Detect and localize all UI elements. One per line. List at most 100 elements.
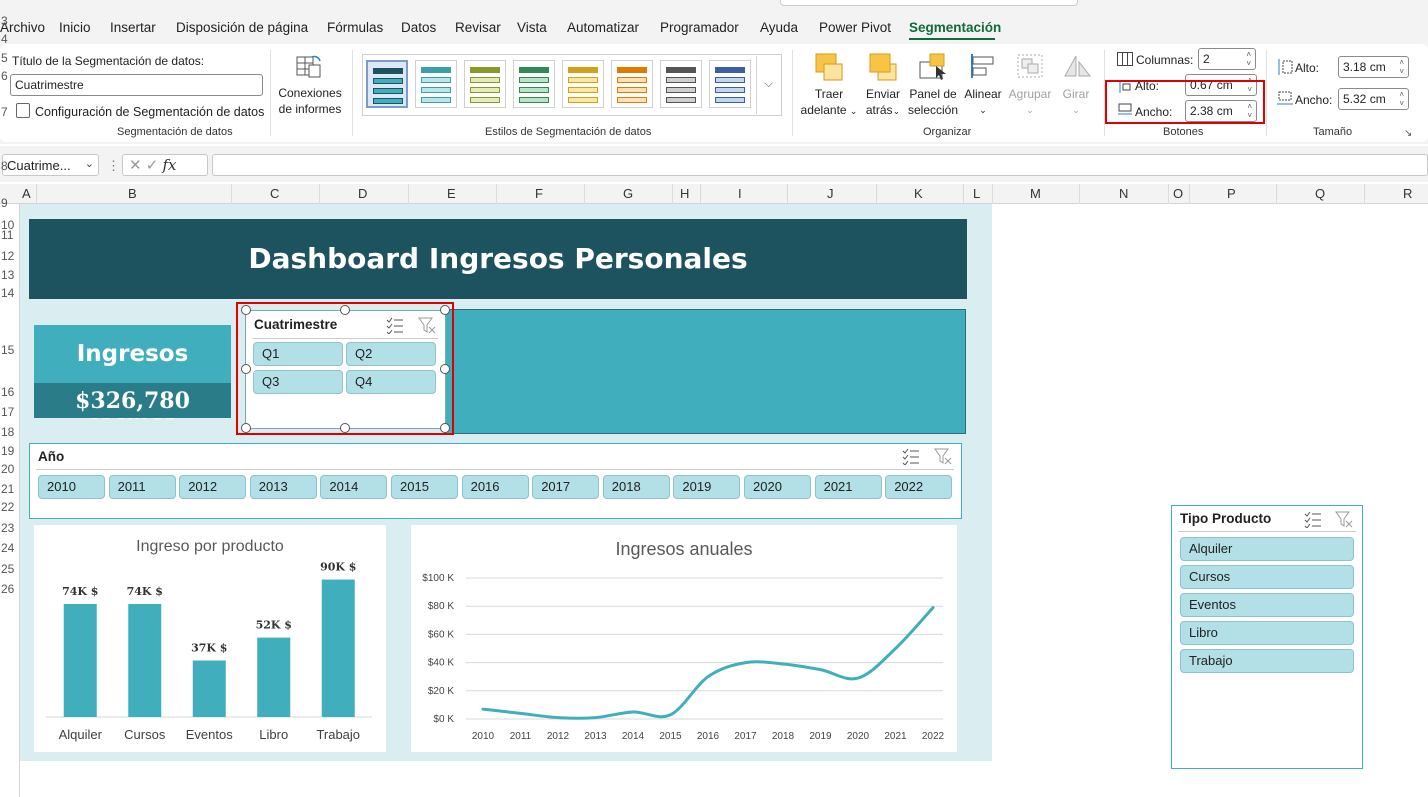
column-header[interactable]: J	[827, 186, 834, 201]
row-header[interactable]: 15	[1, 343, 15, 357]
slicer-item-year[interactable]: 2014	[320, 475, 388, 499]
slicer-item-product[interactable]: Alquiler	[1180, 537, 1354, 561]
slicer-item-year[interactable]: 2012	[179, 475, 247, 499]
slicer-style-thumbnail[interactable]	[366, 60, 408, 108]
column-header[interactable]: G	[623, 186, 634, 201]
row-header[interactable]: 22	[1, 500, 15, 514]
slicer-item-year[interactable]: 2017	[532, 475, 600, 499]
resize-handle[interactable]	[440, 364, 450, 374]
resize-handle[interactable]	[241, 364, 251, 374]
slicer-item-year[interactable]: 2019	[673, 475, 741, 499]
rotate-button[interactable]: Girar ⌄	[1056, 86, 1096, 118]
slicer-style-thumbnail[interactable]	[660, 60, 702, 108]
dialog-launcher-icon[interactable]: ↘	[1404, 128, 1413, 139]
slicer-item-product[interactable]: Trabajo	[1180, 649, 1354, 673]
column-header[interactable]: R	[1403, 186, 1413, 201]
slicer-item-product[interactable]: Cursos	[1180, 565, 1354, 589]
row-header[interactable]: 7	[1, 105, 8, 119]
menu-formulas[interactable]: Fórmulas	[327, 20, 384, 35]
row-header[interactable]: 18	[1, 425, 15, 439]
slicer-ano[interactable]: Año 2010 2011 2012 2013 2014 2015 2016 2017 2018…	[29, 443, 962, 519]
spinner-icon[interactable]: ˄ ˅	[1246, 50, 1251, 68]
row-header[interactable]: 20	[1, 462, 15, 476]
slicer-style-thumbnail[interactable]	[415, 60, 457, 108]
slicer-style-thumbnail[interactable]	[709, 60, 751, 108]
slicer-style-thumbnail[interactable]	[611, 60, 653, 108]
multi-select-icon[interactable]	[1304, 510, 1322, 529]
slicer-settings-button[interactable]: Configuración de Segmentación de datos	[35, 105, 265, 119]
menu-segmentacion[interactable]: Segmentación	[909, 20, 1002, 35]
slicer-item-product[interactable]: Libro	[1180, 621, 1354, 645]
row-header[interactable]: 10	[1, 218, 15, 232]
slicer-item-q4[interactable]: Q4	[346, 370, 436, 394]
column-header[interactable]: B	[128, 186, 137, 201]
column-header[interactable]: H	[680, 186, 690, 201]
slicer-item-year[interactable]: 2016	[461, 475, 529, 499]
more-options-icon[interactable]: ⋮	[107, 158, 120, 173]
menu-inicio[interactable]: Inicio	[59, 20, 91, 35]
row-header[interactable]: 16	[1, 385, 15, 399]
group-button[interactable]: Agrupar ⌄	[1005, 86, 1055, 118]
formula-input[interactable]	[212, 154, 1428, 176]
slicer-style-thumbnail[interactable]	[464, 60, 506, 108]
row-header[interactable]: 8	[1, 159, 8, 173]
column-header[interactable]: O	[1173, 186, 1184, 201]
row-header[interactable]: 9	[1, 196, 8, 210]
row-header[interactable]: 12	[1, 249, 15, 263]
spinner-icon[interactable]: ˄ ˅	[1247, 102, 1252, 120]
name-box[interactable]: Cuatrime... ⌄	[2, 154, 99, 176]
row-header[interactable]: 4	[1, 32, 8, 46]
row-header[interactable]: 25	[1, 562, 15, 576]
slicer-item-year[interactable]: 2021	[814, 475, 882, 499]
row-header[interactable]: 11	[1, 228, 14, 242]
menu-power-pivot[interactable]: Power Pivot	[819, 20, 892, 35]
column-header[interactable]: P	[1227, 186, 1236, 201]
selection-pane-button[interactable]: Panel de selección	[904, 86, 962, 118]
slicer-item-year[interactable]: 2020	[744, 475, 811, 499]
column-header[interactable]: K	[914, 186, 923, 201]
column-header[interactable]: D	[358, 186, 368, 201]
multi-select-icon[interactable]	[902, 447, 920, 466]
align-button[interactable]: Alinear ⌄	[961, 86, 1005, 118]
chevron-down-icon[interactable]: ⌄	[84, 158, 94, 170]
slicer-item-year[interactable]: 2013	[249, 475, 317, 499]
row-header[interactable]: 6	[1, 69, 8, 83]
row-header[interactable]: 13	[1, 268, 15, 282]
column-header[interactable]: L	[973, 186, 981, 201]
row-header[interactable]: 23	[1, 521, 15, 535]
row-header[interactable]: 26	[1, 582, 15, 596]
slicer-item-year[interactable]: 2010	[38, 475, 105, 499]
columns-input[interactable]: 2 ˄ ˅	[1198, 48, 1256, 70]
row-header[interactable]: 24	[1, 541, 15, 555]
report-connections-button[interactable]: Conexiones de informes	[278, 85, 342, 117]
column-header[interactable]: I	[738, 186, 742, 201]
slicer-tipo-producto[interactable]: Tipo Producto Alquiler Cursos Eventos Libro…	[1171, 505, 1363, 769]
fx-icon[interactable]: fx	[162, 156, 177, 174]
menu-disposicion[interactable]: Disposición de página	[176, 20, 309, 35]
menu-insertar[interactable]: Insertar	[110, 20, 156, 35]
shape-width-input[interactable]: 5.32 cm ˄ ˅	[1338, 88, 1409, 110]
row-header[interactable]: 14	[1, 286, 15, 300]
resize-handle[interactable]	[440, 305, 450, 315]
slicer-item-year[interactable]: 2022	[885, 475, 953, 499]
clear-filter-icon[interactable]	[418, 316, 436, 334]
resize-handle[interactable]	[440, 423, 450, 433]
send-backward-button[interactable]: Enviar atrás⌄	[860, 86, 906, 119]
shape-height-input[interactable]: 3.18 cm ˄ ˅	[1338, 56, 1409, 78]
row-header[interactable]: 17	[1, 405, 15, 419]
multi-select-icon[interactable]	[386, 316, 404, 335]
slicer-item-year[interactable]: 2011	[108, 475, 176, 499]
gallery-more-icon[interactable]: ⌵	[756, 56, 780, 114]
resize-handle[interactable]	[340, 423, 350, 433]
menu-ayuda[interactable]: Ayuda	[760, 20, 799, 35]
enter-icon[interactable]: ✓	[145, 157, 159, 174]
resize-handle[interactable]	[340, 305, 350, 315]
menu-vista[interactable]: Vista	[517, 20, 547, 35]
resize-handle[interactable]	[241, 423, 251, 433]
spinner-icon[interactable]: ˄ ˅	[1399, 90, 1404, 108]
row-header[interactable]: 21	[1, 482, 15, 496]
slicer-style-thumbnail[interactable]	[562, 60, 604, 108]
slicer-style-thumbnail[interactable]	[513, 60, 555, 108]
menu-revisar[interactable]: Revisar	[455, 20, 501, 35]
row-header[interactable]: 5	[1, 51, 8, 65]
